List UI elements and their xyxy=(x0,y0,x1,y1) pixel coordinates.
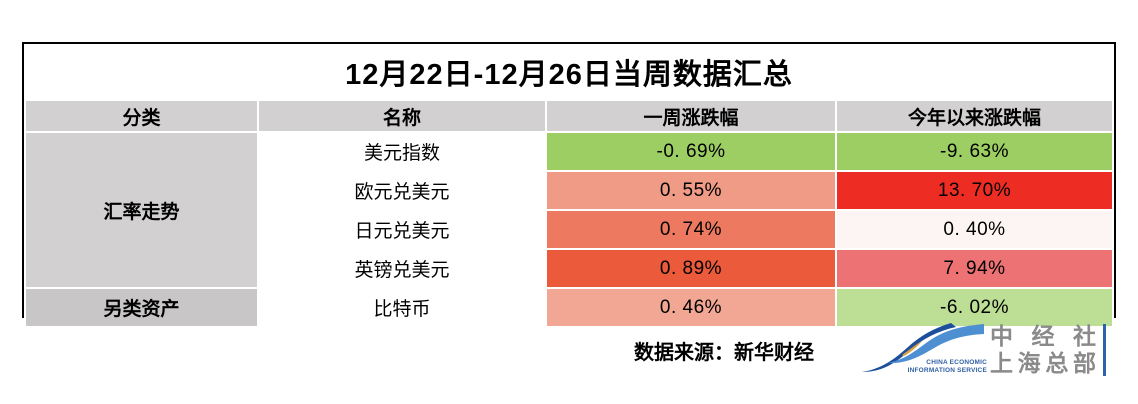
ceis-chinese-line1: 中经社 xyxy=(990,323,1096,349)
table-title: 12月22日-12月26日当周数据汇总 xyxy=(345,58,793,91)
ceis-english-line1: CHINA ECONOMIC xyxy=(926,359,987,366)
week-change-cell: 0. 89% xyxy=(545,248,837,289)
col-header-week-change: 一周涨跌幅 xyxy=(545,99,837,133)
summary-table-panel: 12月22日-12月26日当周数据汇总 分类 名称 一周涨跌幅 今年以来涨跌幅 … xyxy=(22,42,1116,328)
ceis-english-line2: INFORMATION SERVICE xyxy=(907,366,987,374)
ceis-swoosh-logo-icon xyxy=(862,323,984,372)
name-cell: 欧元兑美元 xyxy=(257,170,547,211)
ytd-change-cell: 7. 94% xyxy=(835,248,1114,289)
col-header-ytd-change: 今年以来涨跌幅 xyxy=(835,99,1114,133)
week-change-cell: 0. 55% xyxy=(545,170,837,211)
ceis-english-name: CHINA ECONOMIC INFORMATION SERVICE xyxy=(893,359,987,374)
ceis-chinese-name: 中经社 上海总部 xyxy=(990,323,1096,377)
ytd-change-cell: -9. 63% xyxy=(835,131,1114,172)
table-row: 日元兑美元 0. 74% 0. 40% xyxy=(25,209,1114,250)
col-header-category: 分类 xyxy=(24,99,259,133)
table-row: 汇率走势 美元指数 -0. 69% -9. 63% xyxy=(24,131,1114,289)
week-change-cell: 0. 46% xyxy=(545,287,837,328)
name-cell: 美元指数 xyxy=(257,131,547,172)
ceis-chinese-line2: 上海总部 xyxy=(990,350,1096,376)
week-change-cell: 0. 74% xyxy=(545,209,837,250)
name-cell: 日元兑美元 xyxy=(257,209,547,250)
table-row: 欧元兑美元 0. 55% 13. 70% xyxy=(25,170,1114,211)
footer: 数据来源：新华财经 CHINA ECONOMIC INFORMATION SER… xyxy=(0,322,1138,384)
data-table: 分类 名称 一周涨跌幅 今年以来涨跌幅 汇率走势 美元指数 -0. 69% -9… xyxy=(24,99,1114,328)
col-header-name: 名称 xyxy=(257,99,547,133)
table-row: 英镑兑美元 0. 89% 7. 94% xyxy=(25,248,1114,289)
header-row: 分类 名称 一周涨跌幅 今年以来涨跌幅 xyxy=(24,99,1114,133)
name-cell: 比特币 xyxy=(257,287,547,328)
category-cell-fx: 汇率走势 xyxy=(24,131,259,289)
data-source-label: 数据来源：新华财经 xyxy=(634,342,814,364)
ytd-change-cell: 13. 70% xyxy=(835,170,1114,211)
name-cell: 英镑兑美元 xyxy=(257,248,547,289)
category-cell-alt-assets: 另类资产 xyxy=(24,287,259,328)
ytd-change-cell: 0. 40% xyxy=(835,209,1114,250)
week-change-cell: -0. 69% xyxy=(545,131,837,172)
table-row: 另类资产 比特币 0. 46% -6. 02% xyxy=(24,287,1114,328)
logo-divider xyxy=(1103,324,1106,376)
